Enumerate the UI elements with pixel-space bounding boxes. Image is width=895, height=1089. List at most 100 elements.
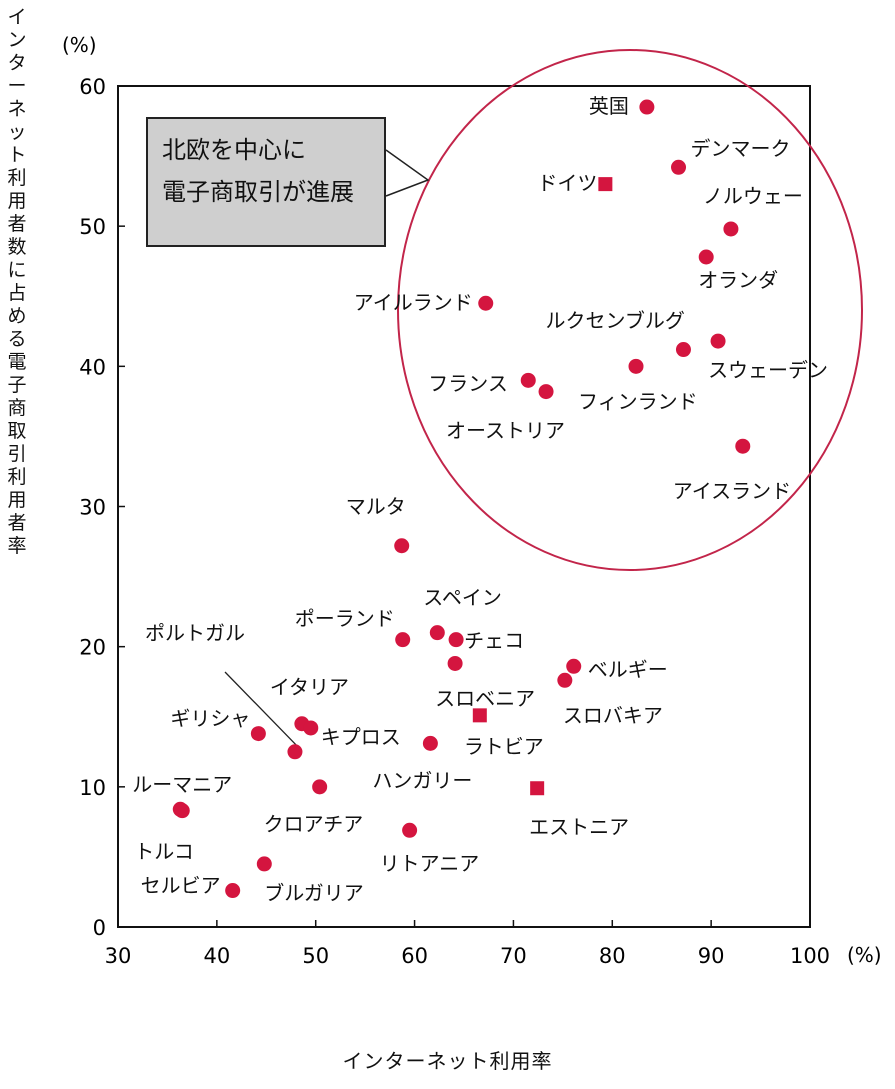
data-point: [174, 803, 190, 819]
y-axis-title-char: 占: [7, 282, 27, 304]
x-tick-label: 90: [698, 944, 725, 968]
y-axis-title-char: 子: [7, 374, 27, 396]
y-axis-title: インターネット利用者数に占める電子商取引利用者率: [4, 6, 30, 796]
point-label: ギリシャ: [170, 707, 250, 731]
data-point: [250, 726, 266, 742]
point-label: セルビア: [141, 874, 221, 898]
data-point: [429, 625, 445, 641]
point-label: ルーマニア: [132, 772, 232, 796]
x-tick-label: 40: [203, 944, 230, 968]
y-axis-title-char: 利: [7, 167, 27, 189]
y-axis-title-char: イ: [7, 6, 27, 28]
data-point: [639, 99, 655, 115]
y-tick-label: 40: [79, 355, 106, 379]
data-point: [256, 856, 272, 872]
point-label: クロアチア: [264, 812, 364, 836]
point-label: ラトビア: [464, 734, 544, 758]
data-point: [395, 632, 411, 648]
y-tick-label: 50: [79, 215, 106, 239]
callout-line-1: 北欧を中心に: [162, 136, 306, 164]
point-label: デンマーク: [691, 136, 791, 160]
y-axis-title-char: 利: [7, 466, 27, 488]
data-point: [675, 342, 691, 358]
y-axis-title-char: 用: [7, 489, 27, 511]
x-tick-label: 60: [401, 944, 428, 968]
y-axis-title-char: 取: [7, 420, 27, 442]
x-axis-title: インターネット利用率: [342, 1049, 553, 1073]
x-unit-label: (%): [847, 943, 882, 967]
data-point: [598, 177, 613, 192]
y-axis-title-char: め: [7, 305, 27, 327]
x-tick-label: 50: [302, 944, 329, 968]
portugal-leader-line: [224, 671, 298, 747]
y-axis-title-char: 率: [7, 535, 27, 557]
point-label: ポルトガル: [145, 621, 245, 645]
data-point: [394, 538, 410, 554]
y-axis-title-char: ト: [7, 144, 27, 166]
y-tick-label: 0: [93, 916, 106, 940]
point-label: エストニア: [529, 815, 629, 839]
point-label: 英国: [589, 94, 629, 118]
point-label: チェコ: [464, 629, 524, 653]
data-point: [520, 372, 536, 388]
data-point: [312, 779, 328, 795]
y-axis-title-char: に: [7, 259, 27, 281]
y-tick-label: 10: [79, 776, 106, 800]
data-point: [723, 221, 739, 237]
x-tick-label: 100: [790, 944, 830, 968]
point-label: ルクセンブルグ: [545, 309, 684, 333]
y-axis-title-char: ッ: [7, 121, 27, 143]
y-axis-title-char: ネ: [7, 98, 27, 120]
data-point: [671, 159, 687, 175]
x-tick-label: 80: [599, 944, 626, 968]
point-label: ポーランド: [295, 607, 395, 631]
point-label: キプロス: [321, 725, 401, 749]
x-tick-label: 70: [500, 944, 527, 968]
y-axis-title-char: 引: [7, 443, 27, 465]
point-label: ノルウェー: [703, 184, 803, 208]
y-axis-title-char: 数: [7, 236, 27, 258]
callout-line-2: 電子商取引が進展: [162, 178, 354, 206]
data-point: [710, 333, 726, 349]
data-point: [448, 632, 464, 648]
point-label: アイスランド: [673, 479, 791, 503]
data-point: [225, 883, 241, 899]
highlight-circle-layer: [224, 49, 863, 747]
point-label: リトアニア: [380, 851, 480, 875]
data-point: [698, 249, 714, 265]
point-label: ベルギー: [588, 657, 668, 681]
data-point: [478, 295, 494, 311]
data-point: [303, 720, 319, 736]
y-tick-label: 20: [79, 636, 106, 660]
point-label: ブルガリア: [264, 881, 363, 905]
data-point: [557, 672, 573, 688]
point-label: イタリア: [270, 675, 349, 699]
y-axis-title-char: ー: [7, 75, 27, 97]
y-axis-title-char: 者: [7, 213, 27, 235]
point-label: スロベニア: [435, 686, 535, 710]
data-point: [735, 438, 751, 454]
callout-pointer: [385, 149, 430, 197]
data-point: [628, 358, 644, 374]
y-axis-title-char: ン: [7, 29, 27, 51]
y-axis-title-char: 電: [7, 351, 27, 373]
axes: 30 40 50 60 70 80 90 100 0 10 20 30 40 50 60: [79, 75, 830, 968]
callout-box: 北欧を中心に 電子商取引が進展: [146, 117, 386, 247]
highlight-circle: [397, 49, 863, 571]
data-point: [566, 658, 582, 674]
data-point: [422, 735, 438, 751]
y-axis-title-char: 者: [7, 512, 27, 534]
y-axis-title-char: 商: [7, 397, 27, 419]
y-unit-label: (%): [62, 33, 97, 57]
point-label: ハンガリー: [372, 768, 472, 792]
point-labels: 英国デンマークドイツノルウェーオランダアイルランドルクセンブルグスウェーデンフィ…: [132, 94, 828, 905]
data-point: [472, 708, 487, 723]
point-label: オーストリア: [446, 419, 565, 443]
data-point: [402, 822, 418, 838]
data-points: [172, 99, 751, 899]
data-point: [538, 384, 554, 400]
point-label: トルコ: [134, 840, 194, 864]
y-axis-title-char: タ: [7, 52, 27, 74]
point-label: アイルランド: [354, 290, 473, 314]
